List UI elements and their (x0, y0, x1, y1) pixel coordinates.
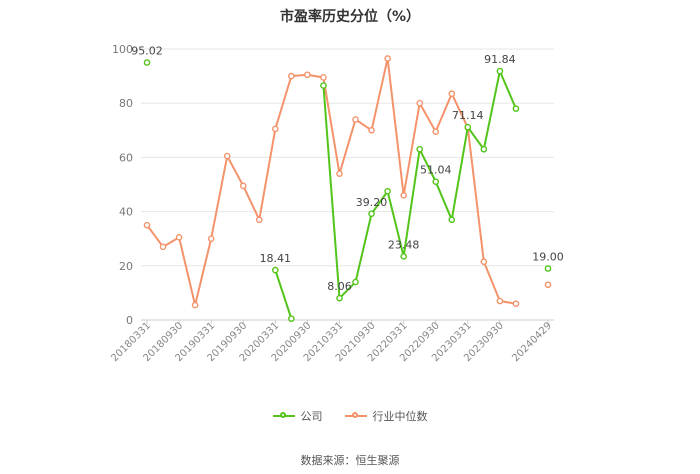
data-point-company (143, 59, 151, 66)
data-point-company (384, 187, 391, 195)
legend-label-industry-median: 行业中位数 (372, 410, 428, 423)
data-point-company (400, 253, 407, 260)
data-point-industry-median (175, 234, 183, 241)
legend-item-company[interactable]: 公司 (272, 408, 323, 424)
data-label-company: 23.48 (388, 238, 420, 251)
data-label-company: 95.02 (131, 44, 163, 57)
data-point-industry-median (255, 216, 263, 224)
data-point-industry-median (544, 281, 552, 289)
data-point-industry-median (223, 152, 231, 160)
data-source-note: 数据来源：恒生聚源 (300, 454, 400, 467)
data-point-company (464, 123, 472, 131)
legend-item-industry-median[interactable]: 行业中位数 (344, 408, 428, 424)
data-point-company (480, 145, 488, 153)
data-point-industry-median (272, 125, 279, 133)
y-tick-label: 40 (119, 206, 133, 219)
legend-swatch-company (272, 412, 295, 418)
y-tick-label: 80 (119, 97, 133, 110)
data-point-industry-median (288, 72, 295, 80)
data-point-industry-median (320, 74, 327, 81)
data-point-industry-median (304, 71, 311, 79)
series-line-company (274, 269, 293, 319)
data-point-industry-median (368, 127, 375, 134)
data-point-industry-median (239, 182, 247, 190)
data-point-industry-median (143, 221, 151, 229)
data-label-company: 8.06 (327, 280, 352, 293)
data-point-company (368, 210, 375, 218)
series-line-industry-median (146, 57, 517, 307)
data-point-industry-median (480, 258, 488, 266)
data-label-company: 51.04 (420, 164, 452, 177)
data-point-company (272, 266, 279, 274)
y-tick-label: 100 (112, 43, 133, 56)
data-point-company (416, 145, 423, 153)
data-point-industry-median (191, 301, 199, 309)
data-point-company (432, 178, 440, 185)
data-label-company: 19.00 (532, 251, 564, 264)
data-label-company: 71.14 (452, 109, 484, 122)
data-point-industry-median (384, 55, 391, 62)
data-point-industry-median (159, 243, 167, 251)
data-point-company (352, 278, 359, 286)
x-tick-label: 20240429 (510, 320, 554, 364)
data-point-company (512, 105, 520, 112)
data-point-company (544, 265, 552, 272)
data-point-industry-median (336, 170, 343, 177)
chart-title: 市盈率历史分位（%） (279, 9, 421, 25)
chart-legend: 公司 行业中位数 (0, 408, 700, 424)
y-tick-label: 60 (119, 151, 133, 164)
data-label-company: 18.41 (260, 252, 292, 265)
legend-swatch-industry-median (344, 412, 367, 418)
data-point-company (336, 294, 343, 302)
data-label-company: 91.84 (484, 53, 516, 66)
data-label-company: 39.20 (356, 196, 388, 209)
data-point-industry-median (432, 128, 440, 135)
legend-label-company: 公司 (300, 410, 323, 423)
y-tick-label: 20 (119, 260, 133, 273)
data-point-company (320, 82, 327, 89)
data-point-industry-median (207, 235, 215, 242)
data-point-company (496, 67, 504, 75)
data-point-industry-median (512, 300, 520, 308)
data-point-company (448, 216, 456, 224)
data-point-company (288, 315, 295, 322)
data-point-industry-median (448, 90, 456, 98)
data-point-industry-median (352, 116, 359, 123)
data-point-industry-median (496, 297, 504, 305)
y-tick-label: 0 (126, 314, 133, 327)
data-point-industry-median (400, 192, 407, 199)
data-point-industry-median (416, 99, 423, 107)
